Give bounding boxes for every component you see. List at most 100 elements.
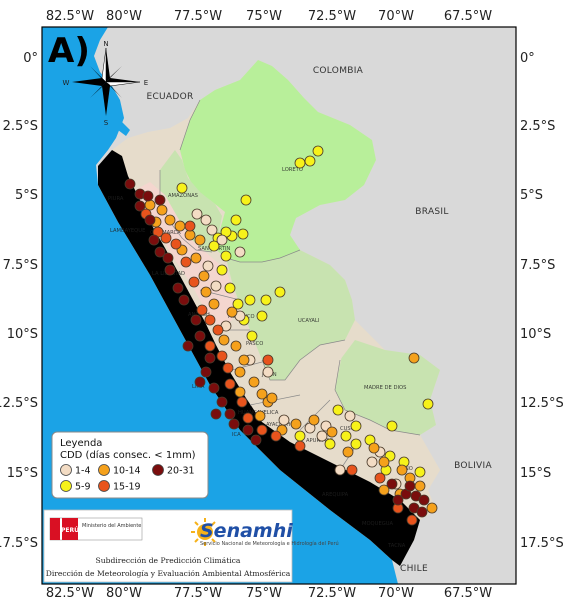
station-marker: [216, 264, 228, 276]
station-marker: [386, 420, 398, 432]
peru-flag-icon: [50, 518, 60, 540]
station-marker: [414, 466, 426, 478]
legend-label: 15-19: [113, 482, 141, 493]
y-tick-label-left: 7.5°S: [3, 258, 38, 273]
station-marker: [304, 155, 316, 167]
station-marker: [124, 178, 136, 190]
station-marker: [237, 228, 249, 240]
station-marker: [154, 194, 166, 206]
station-marker: [184, 229, 196, 241]
x-tick-label-bottom: 67.5°W: [444, 586, 492, 601]
station-marker: [234, 386, 246, 398]
station-marker: [350, 420, 362, 432]
station-marker: [244, 294, 256, 306]
station-marker: [346, 464, 358, 476]
station-marker: [238, 354, 250, 366]
station-marker: [340, 430, 352, 442]
station-marker: [240, 194, 252, 206]
y-tick-label-left: 5°S: [15, 188, 38, 203]
y-tick-label-right: 2.5°S: [520, 119, 555, 134]
station-marker: [224, 282, 236, 294]
x-tick-label-top: 75°W: [246, 9, 282, 24]
station-marker: [144, 214, 156, 226]
station-marker: [210, 280, 222, 292]
station-marker: [426, 502, 438, 514]
region-label-loreto: LORETO: [282, 167, 303, 173]
station-marker: [208, 382, 220, 394]
station-marker: [332, 404, 344, 416]
region-label-tacna: TACNA: [387, 543, 406, 549]
y-tick-label-left: 15°S: [7, 466, 38, 481]
y-tick-label-right: 7.5°S: [520, 258, 555, 273]
station-marker: [422, 398, 434, 410]
station-marker: [266, 392, 278, 404]
x-tick-label-bottom: 80°W: [106, 586, 142, 601]
region-label-cusco: CUSCO: [340, 426, 358, 432]
y-tick-label-right: 0°: [520, 51, 535, 66]
peru-badge-text: PERÚ: [61, 527, 79, 534]
country-label-colombia: COLOMBIA: [313, 66, 364, 76]
region-label-piura: PIURA: [108, 196, 124, 202]
station-marker: [182, 340, 194, 352]
station-marker: [416, 506, 428, 518]
institution-line-1: Subdirección de Predicción Climática: [96, 556, 241, 565]
station-marker: [220, 250, 232, 262]
x-tick-label-bottom: 70°W: [378, 586, 414, 601]
station-marker: [290, 418, 302, 430]
region-label-lambayeque: LAMBAYEQUE: [110, 228, 145, 234]
station-marker: [204, 340, 216, 352]
station-marker: [218, 334, 230, 346]
station-marker: [248, 376, 260, 388]
institution-block: PERÚ Ministerio del Ambiente Senamhi Ser…: [43, 509, 339, 583]
station-marker: [408, 352, 420, 364]
zone-class-20-31-coast: [98, 150, 420, 566]
station-marker: [256, 388, 268, 400]
station-marker: [224, 378, 236, 390]
legend-swatch: [98, 480, 110, 492]
station-marker: [208, 240, 220, 252]
station-marker: [162, 252, 174, 264]
station-marker: [142, 190, 154, 202]
country-label-chile: CHILE: [400, 564, 428, 574]
station-marker: [378, 484, 390, 496]
region-label-ica: ICA: [232, 432, 241, 438]
legend-swatch: [60, 480, 72, 492]
station-marker: [194, 234, 206, 246]
station-marker: [174, 220, 186, 232]
station-marker: [188, 276, 200, 288]
station-marker: [262, 366, 274, 378]
region-label-pasco: PASCO: [246, 341, 263, 347]
legend-subtitle: CDD (días consec. < 1mm): [60, 449, 196, 461]
ministry-label: Ministerio del Ambiente: [82, 523, 141, 529]
station-marker: [256, 424, 268, 436]
legend-label: 20-31: [167, 466, 195, 477]
y-tick-label-right: 10°S: [520, 327, 551, 342]
y-tick-label-right: 12.5°S: [520, 396, 564, 411]
y-tick-label-left: 0°: [23, 51, 38, 66]
plot-frame: [41, 26, 517, 585]
station-marker: [216, 350, 228, 362]
region-label-amazonas: AMAZONAS: [168, 193, 198, 199]
x-tick-label-bottom: 77.5°W: [174, 586, 222, 601]
station-marker: [222, 362, 234, 374]
station-marker: [234, 366, 246, 378]
station-marker: [202, 260, 214, 272]
senamhi-logo-subtext: Servicio Nacional de Meteorología e Hidr…: [200, 540, 339, 547]
station-marker: [246, 330, 258, 342]
station-marker: [148, 234, 160, 246]
station-marker: [242, 424, 254, 436]
station-marker: [256, 310, 268, 322]
station-marker: [164, 264, 176, 276]
station-marker: [204, 314, 216, 326]
station-marker: [226, 306, 238, 318]
y-tick-label-right: 5°S: [520, 188, 543, 203]
station-marker: [274, 286, 286, 298]
compass-rose-icon: N W E S: [63, 40, 149, 127]
station-marker: [190, 314, 202, 326]
x-tick-label-bottom: 75°W: [246, 586, 282, 601]
station-marker: [212, 324, 224, 336]
station-marker: [308, 414, 320, 426]
station-marker: [234, 246, 246, 258]
station-marker: [312, 145, 324, 157]
station-marker: [374, 472, 386, 484]
